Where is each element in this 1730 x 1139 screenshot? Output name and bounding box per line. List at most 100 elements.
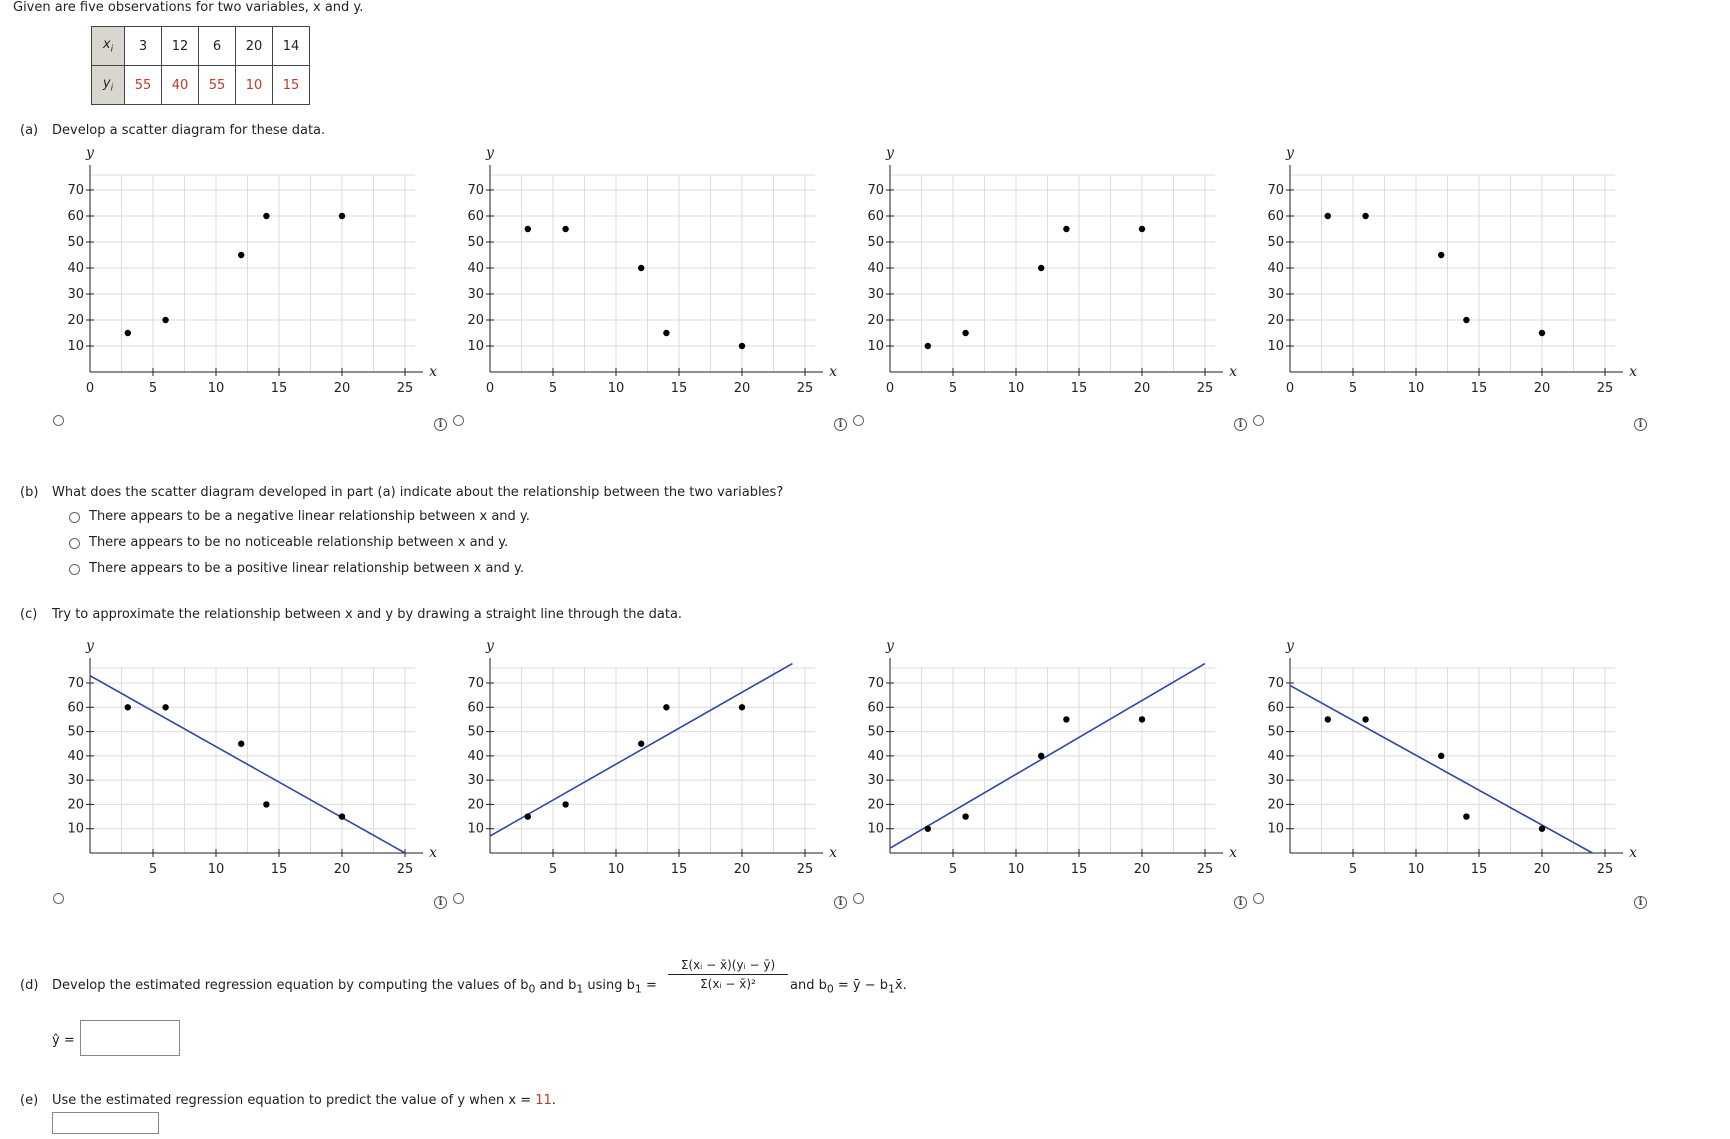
option-none-radio[interactable]	[69, 538, 80, 549]
x-tick-label: 15	[671, 381, 688, 396]
y-tick-label: 60	[867, 209, 884, 224]
y-tick-label: 40	[67, 749, 84, 764]
table-row-x: xi 3 12 6 20 14	[91, 26, 310, 66]
info-icon[interactable]: i	[434, 896, 447, 909]
y-tick-label: 50	[467, 235, 484, 250]
x-tick-label: 10	[1408, 381, 1425, 396]
info-icon[interactable]: i	[1634, 896, 1647, 909]
x-tick-label: 15	[1471, 862, 1488, 877]
x-tick-label: 15	[671, 862, 688, 877]
data-point	[263, 212, 270, 220]
x-tick-label: 25	[797, 381, 814, 396]
y-tick-label: 50	[467, 725, 484, 740]
data-point	[1463, 316, 1470, 324]
info-icon[interactable]: i	[834, 896, 847, 909]
x-tick-label: 20	[334, 381, 351, 396]
data-point	[1362, 212, 1369, 220]
part-c-text: Try to approximate the relationship betw…	[52, 607, 683, 622]
x-tick-label: 25	[1197, 862, 1214, 877]
x-tick-label: 5	[1349, 862, 1357, 877]
y-tick-label: 20	[867, 313, 884, 328]
b0-sub: 0	[826, 982, 834, 996]
choice-a3-radio[interactable]	[853, 415, 864, 426]
y-tick-label: 40	[867, 261, 884, 276]
y-tick-label: 10	[67, 822, 84, 837]
trend-line	[490, 662, 793, 837]
x-tick-label: 15	[271, 862, 288, 877]
y-tick-label: 20	[867, 797, 884, 812]
data-point	[924, 342, 931, 350]
part-d-equals: =	[641, 978, 657, 993]
choice-a4-radio[interactable]	[1253, 415, 1264, 426]
choice-c4-radio[interactable]	[1253, 893, 1264, 904]
trend-line	[890, 662, 1206, 849]
scatter-plot-a4: 10 20 30 40 50 60 70 5 10 15 20 25 0 x y	[1267, 145, 1637, 396]
info-icon[interactable]: i	[1634, 418, 1647, 431]
data-point	[638, 264, 645, 272]
option-negative-label: There appears to be a negative linear re…	[89, 509, 530, 524]
y-tick-label: 40	[1267, 749, 1284, 764]
data-point	[162, 316, 169, 324]
y-tick-label: 70	[867, 183, 884, 198]
info-icon[interactable]: i	[1234, 896, 1247, 909]
origin-label: 0	[486, 381, 494, 396]
x-tick-label: 10	[1408, 862, 1425, 877]
y-tick-label: 50	[1267, 725, 1284, 740]
y-tick-label: 60	[467, 700, 484, 715]
part-d-text-1: Develop the estimated regression equatio…	[52, 978, 529, 993]
part-d-text: Develop the estimated regression equatio…	[52, 978, 657, 996]
part-c-label: (c)	[20, 607, 38, 622]
y-tick-label: 30	[1267, 773, 1284, 788]
y-tick-label: 10	[467, 339, 484, 354]
x-axis-label: x	[829, 364, 837, 380]
x-tick-label: 10	[608, 381, 625, 396]
intro-text: Given are five observations for two vari…	[13, 0, 364, 15]
line-plot-c4: 10 20 30 40 50 60 70 5 10 15 20 25 x y	[1267, 638, 1637, 877]
y-tick-label: 50	[867, 725, 884, 740]
choice-a1-radio[interactable]	[53, 415, 64, 426]
data-point	[962, 813, 969, 820]
b1-formula: Σ(xᵢ − x̄)(yᵢ − ȳ) Σ(xᵢ − x̄)²	[668, 958, 788, 991]
data-point	[962, 329, 969, 337]
x-tick-label: 20	[1134, 381, 1151, 396]
y-tick-label: 70	[67, 676, 84, 691]
data-point	[1324, 716, 1331, 723]
data-point	[263, 801, 270, 808]
b0-text-3: x̄.	[894, 978, 907, 993]
x-tick-label: 5	[949, 381, 957, 396]
data-point	[1362, 716, 1369, 723]
choice-c3-radio[interactable]	[853, 893, 864, 904]
data-point	[1538, 825, 1546, 832]
x-tick-label: 5	[949, 862, 957, 877]
x-value-3: 6	[198, 26, 236, 66]
info-icon[interactable]: i	[834, 418, 847, 431]
option-negative-radio[interactable]	[69, 512, 80, 523]
info-icon[interactable]: i	[434, 418, 447, 431]
y-axis-label: y	[1285, 638, 1295, 654]
origin-label: 0	[1286, 381, 1294, 396]
y-axis-label: y	[485, 638, 495, 654]
choice-c1-radio[interactable]	[53, 893, 64, 904]
data-point	[1138, 225, 1146, 233]
data-point	[338, 212, 346, 220]
part-d-label: (d)	[20, 978, 39, 993]
line-plot-c2: 10 20 30 40 50 60 70 5 10 15 20 25 x y	[467, 638, 837, 877]
y-tick-label: 60	[1267, 700, 1284, 715]
choice-c2-radio[interactable]	[453, 893, 464, 904]
option-positive-radio[interactable]	[69, 564, 80, 575]
y-value-4: 10	[235, 65, 273, 105]
table-row-y: yi 55 40 55 10 15	[91, 65, 310, 105]
y-tick-label: 30	[67, 773, 84, 788]
data-point	[562, 801, 569, 808]
prediction-input[interactable]	[52, 1112, 159, 1134]
b1-numerator: Σ(xᵢ − x̄)(yᵢ − ȳ)	[668, 958, 788, 975]
scatter-plot-a3: 10 20 30 40 50 60 70 5 10 15 20 25 0 x y	[867, 145, 1237, 396]
x-tick-label: 10	[1008, 381, 1025, 396]
data-point	[238, 740, 245, 747]
origin-label: 0	[886, 381, 894, 396]
y-tick-label: 60	[67, 209, 84, 224]
regression-equation-input[interactable]	[80, 1020, 180, 1056]
info-icon[interactable]: i	[1234, 418, 1247, 431]
y-tick-label: 70	[67, 183, 84, 198]
choice-a2-radio[interactable]	[453, 415, 464, 426]
